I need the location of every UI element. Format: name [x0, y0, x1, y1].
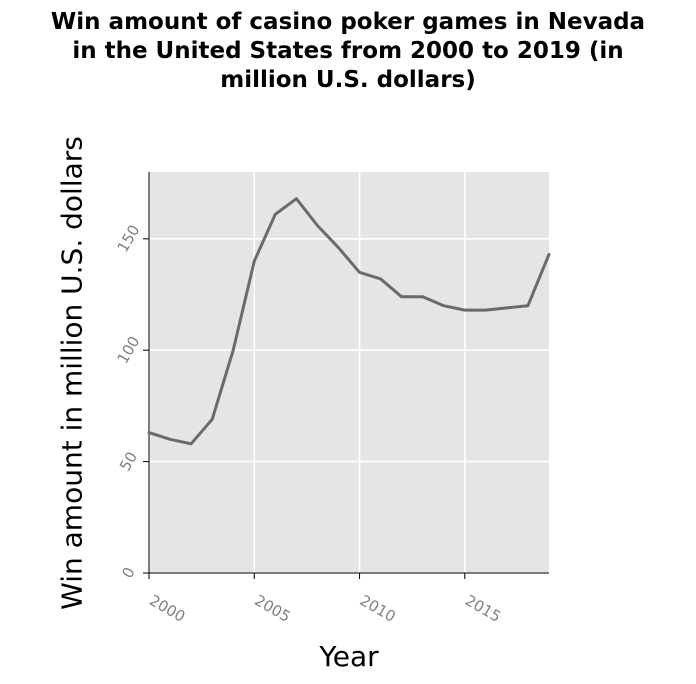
x-tick-label: 2010: [357, 591, 399, 626]
y-tick-label: 150: [114, 222, 144, 256]
y-tick-label: 100: [114, 333, 144, 367]
y-axis-label: Win amount in million U.S. dollars: [55, 136, 89, 610]
series-line: [147, 197, 551, 446]
plot-area: [149, 172, 549, 573]
y-tick-label: 50: [116, 449, 141, 475]
x-axis-label: Year: [319, 640, 379, 673]
chart-title-line-2: in the United States from 2000 to 2019 (…: [72, 38, 624, 64]
chart-title-line-1: Win amount of casino poker games in Neva…: [50, 9, 646, 35]
x-tick-label: 2005: [251, 591, 293, 626]
series-group: [147, 197, 551, 446]
chart-title: Win amount of casino poker games in Neva…: [0, 8, 696, 95]
chart-title-line-3: million U.S. dollars): [220, 67, 476, 93]
x-tick-label: 2015: [462, 591, 504, 626]
x-tick-label: 2000: [146, 591, 188, 626]
y-tick-label: 0: [118, 564, 138, 581]
